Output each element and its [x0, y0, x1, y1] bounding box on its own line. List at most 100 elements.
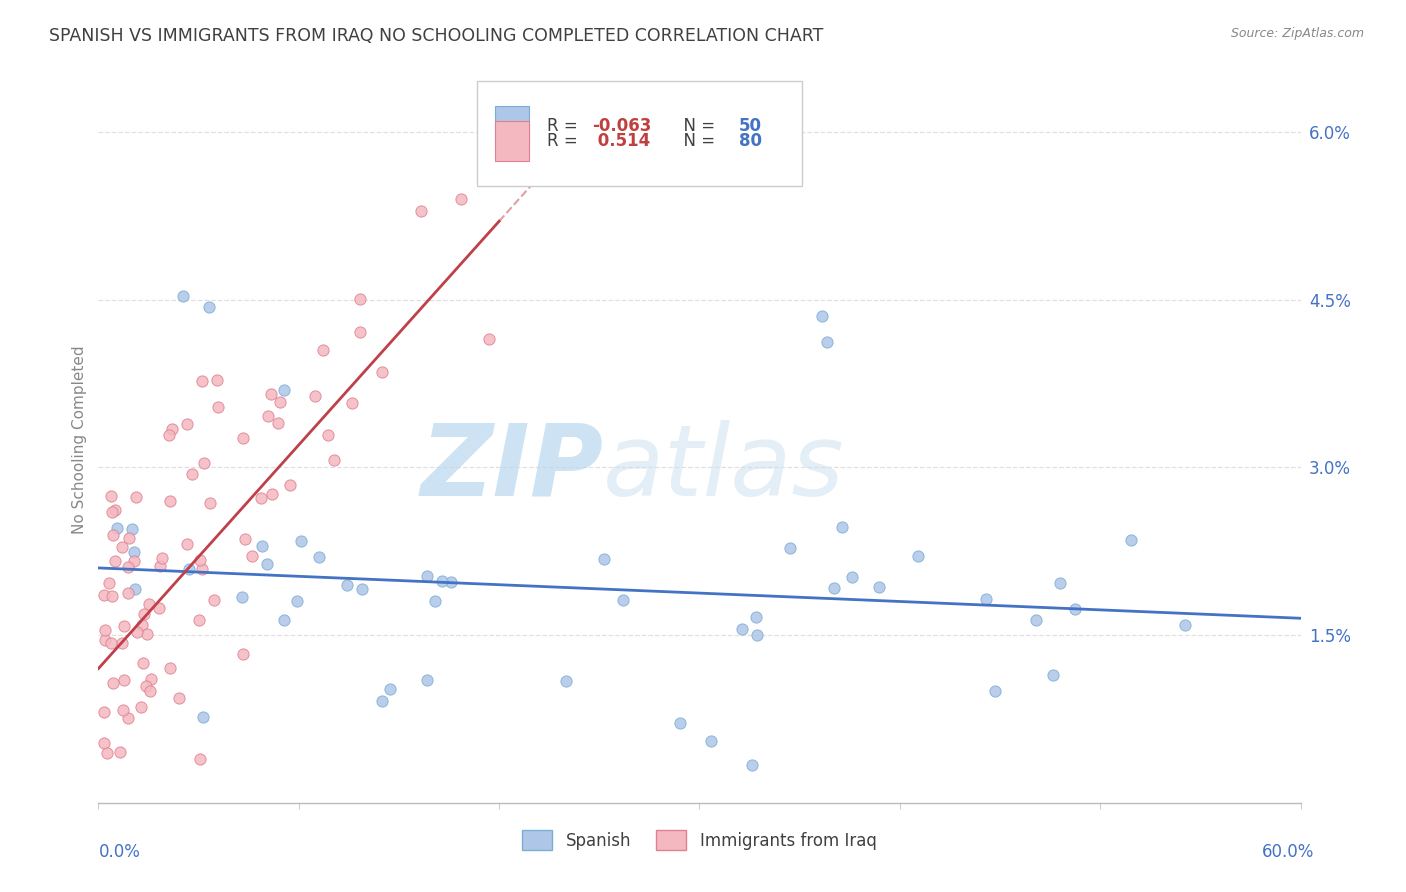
Point: [117, 559, 139, 574]
Point: [141, 672, 163, 686]
Point: [112, 703, 135, 717]
Point: [129, 700, 152, 714]
Point: [612, 593, 634, 607]
Point: [93, 632, 115, 647]
Point: [101, 676, 124, 690]
Text: 50: 50: [740, 118, 762, 136]
Text: ZIP: ZIP: [420, 420, 603, 516]
Point: [312, 343, 335, 357]
Point: [131, 617, 153, 632]
Point: [731, 622, 754, 636]
Point: [411, 204, 433, 219]
Text: 0.514: 0.514: [592, 132, 651, 150]
Point: [745, 609, 768, 624]
Point: [207, 400, 229, 414]
Point: [121, 522, 143, 536]
Point: [779, 541, 801, 556]
Point: [380, 681, 402, 696]
Point: [117, 586, 139, 600]
Bar: [495, 106, 529, 146]
Point: [669, 715, 692, 730]
Point: [290, 533, 312, 548]
Point: [260, 387, 283, 401]
Point: [868, 580, 890, 594]
Point: [111, 636, 134, 650]
Point: [811, 309, 834, 323]
Point: [191, 709, 214, 723]
Point: [132, 607, 155, 622]
Point: [1064, 601, 1087, 615]
Point: [159, 661, 181, 675]
Point: [100, 636, 122, 650]
Point: [304, 389, 326, 403]
Point: [823, 581, 845, 595]
Point: [160, 422, 183, 436]
Point: [135, 627, 157, 641]
Point: [273, 613, 295, 627]
Point: [336, 578, 359, 592]
Point: [907, 549, 929, 563]
Point: [205, 373, 228, 387]
Point: [699, 734, 721, 748]
Point: [256, 557, 278, 571]
Point: [250, 491, 273, 505]
Text: SPANISH VS IMMIGRANTS FROM IRAQ NO SCHOOLING COMPLETED CORRELATION CHART: SPANISH VS IMMIGRANTS FROM IRAQ NO SCHOO…: [49, 27, 824, 45]
Point: [352, 582, 374, 596]
Point: [190, 562, 212, 576]
Point: [176, 537, 198, 551]
Text: N =: N =: [673, 132, 720, 150]
Point: [974, 591, 997, 606]
Y-axis label: No Schooling Completed: No Schooling Completed: [72, 345, 87, 533]
Point: [96, 746, 118, 760]
Point: [370, 365, 392, 379]
Point: [450, 192, 472, 206]
Point: [342, 396, 364, 410]
Point: [1042, 667, 1064, 681]
Point: [138, 597, 160, 611]
Point: [117, 711, 139, 725]
Point: [262, 487, 284, 501]
Point: [172, 288, 194, 302]
Point: [193, 456, 215, 470]
Point: [118, 532, 141, 546]
Point: [101, 527, 124, 541]
Text: Source: ZipAtlas.com: Source: ZipAtlas.com: [1230, 27, 1364, 40]
Point: [423, 594, 446, 608]
Point: [233, 532, 256, 546]
Point: [93, 588, 115, 602]
Point: [148, 559, 170, 574]
Point: [181, 467, 204, 481]
Text: atlas: atlas: [603, 420, 845, 516]
Text: N =: N =: [673, 118, 720, 136]
Point: [285, 593, 308, 607]
Point: [430, 574, 453, 588]
Point: [984, 684, 1007, 698]
Point: [322, 453, 344, 467]
Point: [232, 431, 254, 445]
Point: [176, 417, 198, 431]
Point: [124, 582, 146, 596]
Point: [124, 554, 146, 568]
Point: [190, 552, 212, 566]
Point: [257, 409, 280, 424]
Point: [148, 601, 170, 615]
Point: [127, 624, 149, 639]
Point: [349, 292, 371, 306]
Point: [104, 554, 127, 568]
Point: [440, 575, 463, 590]
Point: [94, 623, 117, 637]
Point: [188, 613, 211, 627]
Point: [93, 736, 115, 750]
Point: [250, 539, 273, 553]
Point: [747, 628, 769, 642]
Bar: [495, 121, 529, 161]
Point: [554, 674, 576, 689]
Bar: [477, 81, 801, 186]
Point: [371, 694, 394, 708]
Point: [100, 489, 122, 503]
Point: [269, 394, 291, 409]
Point: [349, 325, 371, 339]
Point: [111, 540, 134, 554]
Point: [592, 551, 614, 566]
Point: [278, 478, 301, 492]
